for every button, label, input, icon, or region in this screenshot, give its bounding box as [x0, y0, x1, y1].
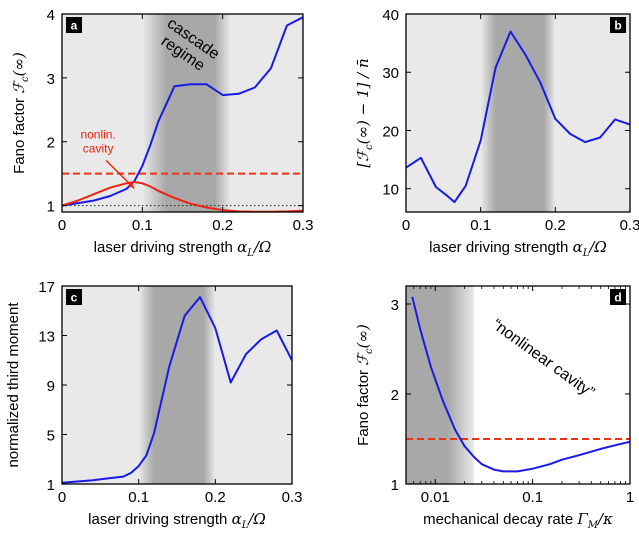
x-tick-label: 0.1	[522, 489, 543, 506]
y-tick-label: 3	[47, 71, 55, 88]
y-tick-label: 9	[47, 378, 55, 395]
series-line-blue	[406, 30, 630, 204]
y-tick-label: 1	[47, 199, 55, 216]
x-tick-label: 0.3	[282, 489, 303, 506]
panel-d: 0.01 0.1 1 1 2 3 mechanical decay rate ΓM/κ Fan…	[354, 285, 634, 531]
annotation-arrow	[105, 160, 135, 189]
plot-frame	[405, 13, 631, 213]
y-tick-label: 40	[382, 7, 399, 24]
x-axis-label: laser driving strength αL/Ω	[429, 238, 607, 259]
y-tick-label: 4	[47, 7, 55, 24]
x-tick-label: 0.1	[132, 217, 153, 234]
panel-a: 0 0.1 0.2 0.3 1 2 3 4 laser driving strength αL/…	[10, 7, 313, 259]
x-axis-label: laser driving strength αL/Ω	[88, 510, 266, 531]
x-tick-label: 0.2	[212, 217, 233, 234]
x-tick-label: 0.1	[470, 217, 491, 234]
regime-annotation: “nonlinear cavity”	[489, 316, 598, 401]
y-axis-label: Fano factor ℱc(∞)	[10, 52, 31, 174]
series-line-blue	[62, 296, 292, 484]
y-axis-label: Fano factor ℱc(∞)	[354, 324, 375, 446]
y-tick-label: 2	[47, 135, 55, 152]
y-tick-label: 1	[391, 477, 399, 494]
series-line-blue	[62, 16, 303, 207]
y-axis-label: normalized third moment	[5, 302, 22, 468]
series-line-blue	[411, 296, 630, 473]
panel-badge	[66, 289, 82, 305]
x-tick-label: 0.01	[421, 489, 450, 506]
y-tick-label: 1	[47, 477, 55, 494]
x-axis-label: mechanical decay rate ΓM/κ	[423, 510, 613, 531]
panel-badge-label: d	[614, 291, 621, 305]
y-tick-label: 13	[38, 329, 55, 346]
plot-frame	[405, 285, 631, 485]
x-tick-label: 0.2	[205, 489, 226, 506]
panel-c: 0 0.1 0.2 0.3 1 5 9 13 17 laser driving strength …	[5, 279, 302, 531]
panel-badge-label: b	[614, 19, 621, 33]
y-tick-label: 17	[38, 279, 55, 296]
dark-band	[142, 14, 231, 212]
x-tick-label: 0.3	[620, 217, 639, 234]
y-tick-label: 5	[47, 428, 55, 445]
x-tick-label: 0	[402, 217, 410, 234]
y-tick-label: 3	[391, 297, 399, 314]
y-tick-label: 20	[382, 123, 399, 140]
panel-b: 0 0.1 0.2 0.3 10 20 30 40 laser driving strength…	[354, 7, 639, 259]
panel-badge	[610, 289, 626, 305]
x-tick-label: 0.3	[293, 217, 314, 234]
x-tick-label: 0	[58, 217, 66, 234]
dark-band	[480, 14, 556, 212]
x-tick-label: 0.2	[545, 217, 566, 234]
x-axis-label: laser driving strength αL/Ω	[94, 238, 272, 259]
y-tick-label: 2	[391, 387, 399, 404]
x-tick-label: 0.1	[128, 489, 149, 506]
y-tick-label: 10	[382, 182, 399, 199]
panel-badge-label: c	[71, 291, 78, 305]
nonlin-cavity-annotation: nonlin. cavity	[80, 128, 115, 156]
panel-badge	[610, 17, 626, 33]
y-tick-label: 30	[382, 65, 399, 82]
dark-band	[138, 286, 216, 484]
plot-frame	[61, 13, 304, 213]
arrow-head	[127, 181, 135, 189]
panel-badge	[66, 17, 82, 33]
x-tick-label: 0	[58, 489, 66, 506]
x-tick-label: 1	[626, 489, 634, 506]
y-axis-label: [ℱc(∞) − 1] / n̄	[354, 58, 375, 167]
panel-badge-label: a	[71, 19, 78, 33]
